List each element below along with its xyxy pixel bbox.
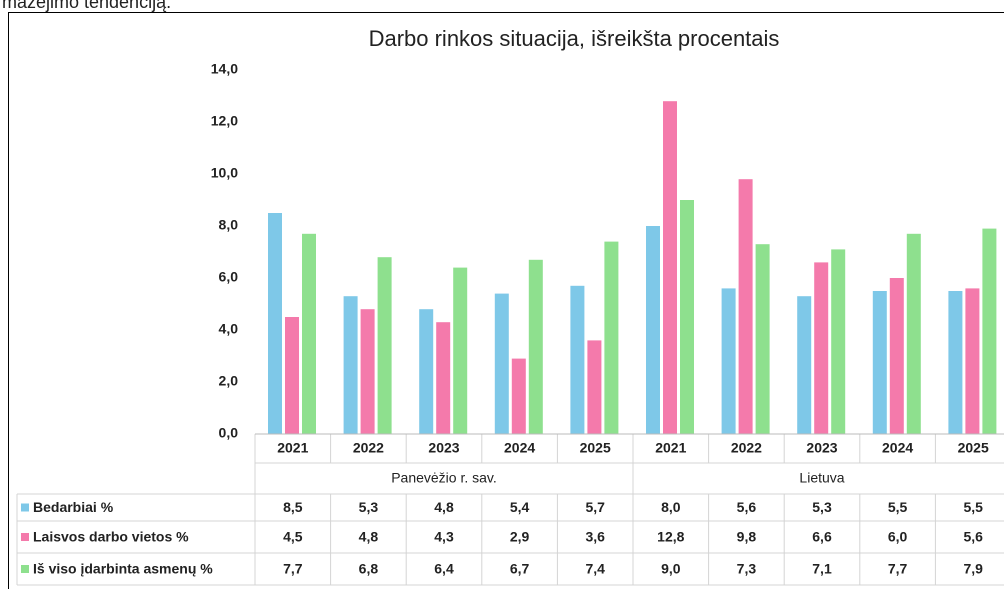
x-tick-label: 2025 (958, 440, 989, 456)
legend-label: Bedarbiai % (33, 499, 114, 515)
value-label: 4,5 (283, 529, 303, 545)
value-label: 5,6 (963, 529, 983, 545)
x-tick-label: 2025 (580, 440, 611, 456)
y-tick-label: 10,0 (211, 165, 238, 181)
y-tick-label: 4,0 (219, 321, 239, 337)
value-label: 6,6 (812, 529, 832, 545)
bar (343, 296, 358, 434)
chart-border (8, 12, 1004, 589)
bar (755, 244, 770, 434)
value-label: 9,8 (737, 529, 757, 545)
legend-swatch (21, 503, 29, 512)
x-tick-label: 2024 (882, 440, 913, 456)
bar (889, 278, 904, 434)
bar (377, 257, 392, 434)
chart-title: Darbo rinkos situacija, išreikšta procen… (369, 26, 780, 51)
y-tick-label: 2,0 (219, 373, 239, 389)
bar (528, 259, 543, 434)
y-tick-label: 12,0 (211, 113, 238, 129)
bar (721, 288, 736, 434)
value-label: 6,7 (510, 561, 530, 577)
bar (511, 358, 526, 434)
bar (494, 293, 509, 434)
y-tick-label: 8,0 (219, 217, 239, 233)
bar (680, 200, 694, 434)
value-label: 8,5 (283, 499, 303, 515)
value-label: 4,8 (359, 529, 379, 545)
x-tick-label: 2022 (353, 440, 384, 456)
group-label: Panevėžio r. sav. (391, 470, 497, 486)
value-label: 5,6 (737, 499, 757, 515)
group-label: Lietuva (799, 470, 844, 486)
value-label: 12,8 (657, 529, 684, 545)
bar (302, 233, 316, 434)
bar (663, 101, 677, 434)
value-label: 7,1 (812, 561, 832, 577)
value-label: 7,7 (283, 561, 303, 577)
bar (906, 233, 921, 434)
value-label: 5,5 (963, 499, 983, 515)
bar (872, 291, 887, 434)
legend-swatch (21, 533, 29, 541)
legend-label: Iš viso įdarbinta asmenų % (33, 561, 213, 577)
bar (965, 288, 980, 434)
x-tick-label: 2021 (655, 440, 686, 456)
bar (814, 262, 829, 434)
y-tick-label: 0,0 (219, 425, 239, 441)
value-label: 7,9 (963, 561, 983, 577)
bar (268, 213, 282, 434)
x-tick-label: 2022 (731, 440, 762, 456)
bar (738, 179, 753, 434)
x-tick-label: 2023 (806, 440, 837, 456)
value-label: 6,4 (434, 561, 454, 577)
bar (285, 317, 299, 434)
bar (453, 267, 468, 434)
bar (587, 340, 602, 434)
value-label: 4,3 (434, 529, 454, 545)
value-label: 7,7 (888, 561, 908, 577)
bar (982, 228, 997, 434)
bar (436, 322, 451, 434)
legend-label: Laisvos darbo vietos % (33, 529, 189, 545)
bar (360, 309, 375, 434)
value-label: 7,3 (737, 561, 757, 577)
x-tick-label: 2024 (504, 440, 535, 456)
value-label: 5,4 (510, 499, 530, 515)
bar (419, 309, 434, 434)
bar (797, 296, 812, 434)
bar (831, 249, 846, 434)
bar (604, 241, 619, 434)
value-label: 3,6 (585, 529, 605, 545)
value-label: 7,4 (585, 561, 605, 577)
value-label: 5,3 (359, 499, 379, 515)
value-label: 5,7 (585, 499, 605, 515)
x-tick-label: 2021 (277, 440, 308, 456)
y-tick-label: 6,0 (219, 269, 239, 285)
page-text: rmažėjimo tendenciją. (0, 0, 171, 12)
value-label: 9,0 (661, 561, 681, 577)
bar (570, 285, 585, 434)
value-label: 6,0 (888, 529, 908, 545)
value-label: 8,0 (661, 499, 681, 515)
value-label: 5,3 (812, 499, 832, 515)
value-label: 4,8 (434, 499, 454, 515)
bar (948, 291, 963, 434)
value-label: 2,9 (510, 529, 530, 545)
value-label: 5,5 (888, 499, 908, 515)
legend-swatch (21, 565, 29, 573)
bar (646, 226, 660, 434)
y-tick-label: 14,0 (211, 61, 238, 77)
value-label: 6,8 (359, 561, 379, 577)
x-tick-label: 2023 (428, 440, 459, 456)
